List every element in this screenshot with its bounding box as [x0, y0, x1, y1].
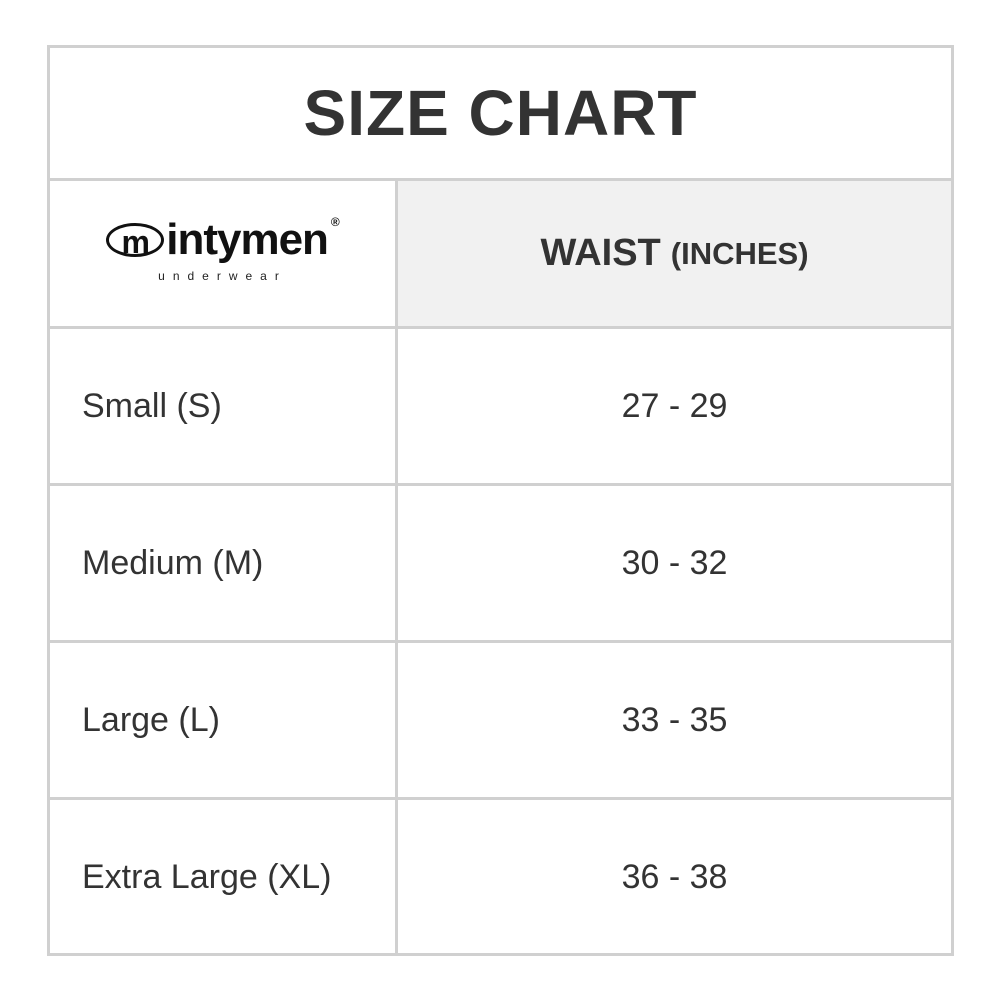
- table-row: Medium (M) 30 - 32: [50, 486, 951, 643]
- waist-cell: 36 - 38: [621, 857, 728, 896]
- table-row: Extra Large (XL) 36 - 38: [50, 800, 951, 954]
- table-row: Small (S) 27 - 29: [50, 329, 951, 486]
- table-row: Large (L) 33 - 35: [50, 643, 951, 800]
- logo-tagline: underwear: [158, 268, 287, 283]
- logo-text: intymen: [166, 214, 329, 264]
- logo-m-emblem: m: [106, 222, 165, 258]
- size-cell: Large (L): [50, 643, 398, 797]
- size-cell: Small (S): [50, 329, 398, 483]
- waist-cell: 33 - 35: [621, 700, 728, 739]
- waist-header: WAIST (INCHES): [398, 181, 951, 326]
- brand-logo-cell: m intymen ® underwear: [50, 181, 398, 326]
- chart-title: SIZE CHART: [50, 48, 951, 181]
- size-cell: Medium (M): [50, 486, 398, 640]
- registered-mark: ®: [330, 214, 340, 229]
- size-cell: Extra Large (XL): [50, 800, 398, 954]
- waist-cell: 30 - 32: [621, 543, 728, 582]
- size-chart-table: SIZE CHART m intymen ® underwear WAIST (…: [47, 45, 954, 956]
- waist-cell: 27 - 29: [621, 386, 728, 425]
- brand-logo: m intymen ® underwear: [106, 214, 340, 283]
- header-row: m intymen ® underwear WAIST (INCHES): [50, 181, 951, 329]
- measure-label: WAIST: [540, 232, 661, 274]
- unit-label: (INCHES): [670, 235, 809, 271]
